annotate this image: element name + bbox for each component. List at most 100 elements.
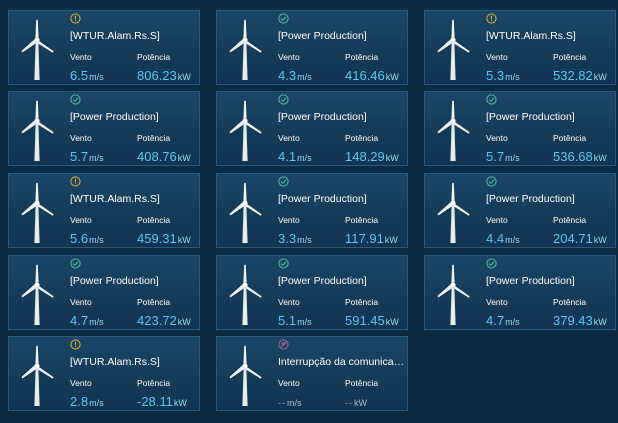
wind-speed-value: 5.1m/s	[278, 312, 312, 330]
wind-speed-number: 4.7	[70, 313, 89, 328]
wind-speed-value: 4.1m/s	[278, 148, 312, 166]
power-label: Potência	[553, 297, 587, 307]
wind-speed-unit: m/s	[505, 235, 520, 245]
power-label: Potência	[137, 215, 171, 225]
power-value: 408.76kW	[137, 148, 191, 166]
wind-turbine-icon	[223, 182, 267, 244]
power-number: 591.45	[345, 313, 385, 328]
turbine-card[interactable]: [Power Production] Vento Potência 4.3m/s 416…	[216, 10, 408, 85]
turbine-status-title: [Power Production]	[486, 275, 575, 287]
power-label: Potência	[553, 215, 587, 225]
wind-speed-unit: m/s	[89, 153, 104, 163]
wind-speed-number: 5.7	[486, 149, 505, 164]
wind-speed-unit: m/s	[297, 235, 312, 245]
wind-speed-number: 5.1	[278, 313, 297, 328]
power-label: Potência	[137, 378, 171, 388]
power-unit: kW	[177, 153, 191, 163]
power-value: 536.68kW	[553, 148, 607, 166]
turbine-card[interactable]: [WTUR.Alam.Rs.S] Vento Potência 5.3m/s 532.8…	[424, 10, 616, 85]
wind-speed-unit: m/s	[287, 398, 302, 408]
turbine-status-title: [Power Production]	[70, 111, 159, 123]
wind-turbine-icon	[223, 100, 267, 162]
turbine-status-title: Interrupção da comunicaç...	[278, 356, 406, 368]
power-label: Potência	[345, 215, 379, 225]
turbine-status-title: [Power Production]	[486, 111, 575, 123]
wind-turbine-icon	[431, 100, 475, 162]
wind-turbine-icon	[223, 264, 267, 326]
wind-speed-unit: m/s	[89, 398, 104, 408]
turbine-card[interactable]: [Power Production] Vento Potência 5.7m/s 408…	[8, 91, 200, 166]
check-icon	[278, 258, 289, 269]
warning-icon	[70, 339, 81, 350]
power-label: Potência	[137, 52, 171, 62]
turbine-status-title: [Power Production]	[278, 275, 367, 287]
wind-label: Vento	[486, 52, 508, 62]
wind-speed-value: 2.8m/s	[70, 393, 104, 411]
wind-label: Vento	[486, 133, 508, 143]
power-number: 204.71	[553, 231, 593, 246]
turbine-card[interactable]: [Power Production] Vento Potência 4.4m/s 204…	[424, 173, 616, 248]
wind-speed-unit: m/s	[297, 153, 312, 163]
power-value: 379.43kW	[553, 312, 607, 330]
check-icon	[70, 94, 81, 105]
power-value: 117.91kW	[345, 230, 398, 248]
power-number: 532.82	[553, 68, 593, 83]
power-value: -28.11kW	[137, 393, 187, 411]
wind-label: Vento	[70, 52, 92, 62]
wind-turbine-icon	[15, 19, 59, 81]
turbine-card[interactable]: Interrupção da comunicaç... Vento Potência…	[216, 336, 408, 411]
no-communication-icon	[278, 339, 289, 350]
power-number: 379.43	[553, 313, 593, 328]
power-unit: kW	[173, 398, 187, 408]
power-number: 416.46	[345, 68, 385, 83]
wind-label: Vento	[278, 297, 300, 307]
power-value: 532.82kW	[553, 67, 607, 85]
turbine-card[interactable]: [Power Production] Vento Potência 5.1m/s 591…	[216, 255, 408, 330]
wind-speed-value: 5.7m/s	[486, 148, 520, 166]
wind-speed-number: 2.8	[70, 394, 89, 409]
wind-turbine-icon	[431, 264, 475, 326]
turbine-card[interactable]: [Power Production] Vento Potência 3.3m/s 117…	[216, 173, 408, 248]
turbine-card[interactable]: [Power Production] Vento Potência 4.1m/s 148…	[216, 91, 408, 166]
wind-speed-number: 4.1	[278, 149, 297, 164]
power-value: 148.29kW	[345, 148, 399, 166]
wind-speed-value: 3.3m/s	[278, 230, 312, 248]
turbine-status-title: [WTUR.Alam.Rs.S]	[70, 30, 160, 42]
power-label: Potência	[137, 297, 171, 307]
power-label: Potência	[345, 133, 379, 143]
wind-label: Vento	[486, 297, 508, 307]
power-number: --	[345, 398, 353, 408]
wind-speed-unit: m/s	[89, 317, 104, 327]
turbine-card[interactable]: [Power Production] Vento Potência 4.7m/s 379…	[424, 255, 616, 330]
turbine-card[interactable]: [Power Production] Vento Potência 5.7m/s 536…	[424, 91, 616, 166]
wind-speed-number: 5.3	[486, 68, 505, 83]
wind-label: Vento	[486, 215, 508, 225]
wind-speed-value: 5.6m/s	[70, 230, 104, 248]
wind-speed-number: 6.5	[70, 68, 89, 83]
turbine-card[interactable]: [WTUR.Alam.Rs.S] Vento Potência 6.5m/s 806.2…	[8, 10, 200, 85]
wind-turbine-icon	[223, 345, 267, 407]
turbine-card[interactable]: [Power Production] Vento Potência 4.7m/s 423…	[8, 255, 200, 330]
wind-speed-value: 4.4m/s	[486, 230, 520, 248]
check-icon	[70, 258, 81, 269]
wind-speed-unit: m/s	[297, 72, 312, 82]
power-value: 423.72kW	[137, 312, 191, 330]
turbine-card[interactable]: [WTUR.Alam.Rs.S] Vento Potência 5.6m/s 459.3…	[8, 173, 200, 248]
power-unit: kW	[593, 235, 607, 245]
wind-label: Vento	[70, 133, 92, 143]
turbine-status-title: [Power Production]	[278, 111, 367, 123]
wind-speed-unit: m/s	[505, 317, 520, 327]
wind-label: Vento	[278, 133, 300, 143]
turbine-status-title: [WTUR.Alam.Rs.S]	[486, 30, 576, 42]
power-value: 591.45kW	[345, 312, 399, 330]
wind-turbine-icon	[15, 264, 59, 326]
wind-label: Vento	[278, 378, 300, 388]
power-label: Potência	[345, 297, 379, 307]
turbine-card[interactable]: [WTUR.Alam.Rs.S] Vento Potência 2.8m/s -28.1…	[8, 336, 200, 411]
power-unit: kW	[354, 398, 367, 408]
wind-label: Vento	[70, 215, 92, 225]
check-icon	[486, 94, 497, 105]
power-value: 459.31kW	[137, 230, 191, 248]
wind-turbine-icon	[15, 345, 59, 407]
turbine-status-title: [WTUR.Alam.Rs.S]	[70, 193, 160, 205]
